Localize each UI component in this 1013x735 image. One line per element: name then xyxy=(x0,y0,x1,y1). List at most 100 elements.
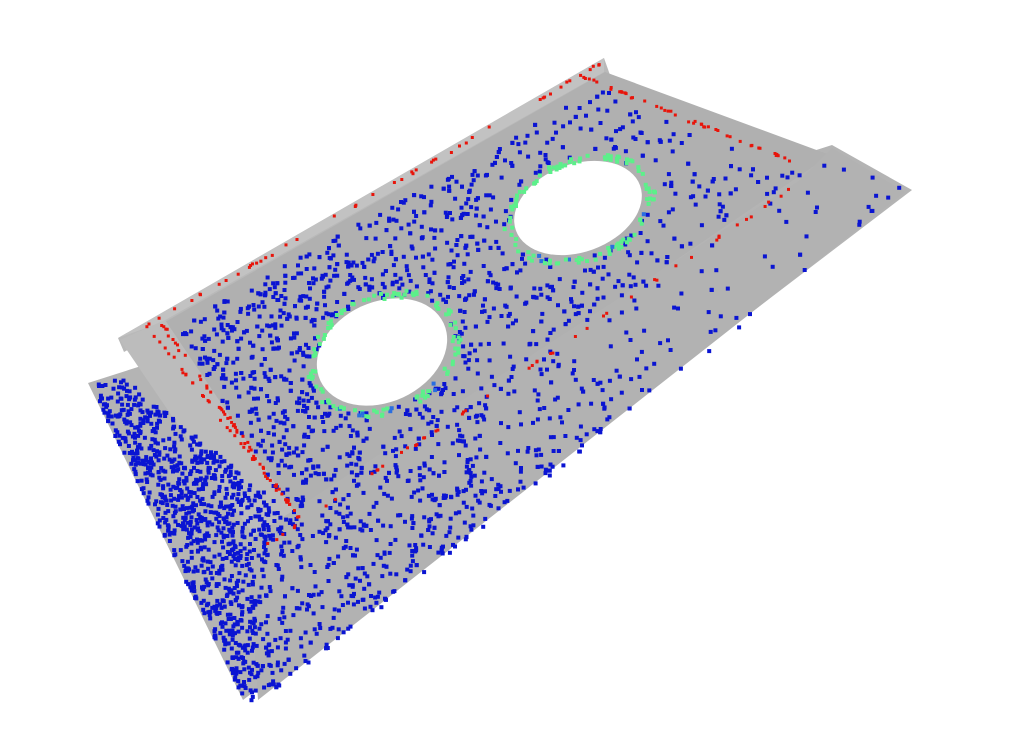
surface-point xyxy=(149,465,154,470)
surface-point xyxy=(213,304,218,309)
surface-point xyxy=(708,329,713,334)
rim-point xyxy=(311,354,316,359)
surface-point xyxy=(159,466,164,471)
surface-point xyxy=(580,443,584,448)
surface-point xyxy=(229,380,234,385)
surface-point xyxy=(239,336,244,341)
surface-point xyxy=(383,269,388,273)
edge-point xyxy=(774,154,778,157)
surface-point xyxy=(259,428,263,433)
surface-point xyxy=(212,540,217,545)
surface-point xyxy=(188,505,193,510)
surface-point xyxy=(250,407,255,412)
surface-point xyxy=(662,182,667,187)
surface-point xyxy=(332,607,337,612)
surface-point xyxy=(699,223,704,228)
surface-point xyxy=(802,268,807,272)
surface-point xyxy=(192,585,196,590)
surface-point xyxy=(230,525,235,530)
surface-point xyxy=(143,415,148,420)
surface-point xyxy=(269,340,274,345)
surface-point xyxy=(609,397,614,402)
surface-point xyxy=(361,522,366,527)
surface-point xyxy=(248,532,253,537)
surface-point xyxy=(167,457,172,462)
surface-point xyxy=(362,606,367,611)
surface-point xyxy=(187,531,191,536)
surface-point xyxy=(354,473,359,478)
surface-point xyxy=(157,452,162,457)
surface-point xyxy=(509,197,514,202)
surface-point xyxy=(477,500,482,505)
surface-point xyxy=(223,376,228,381)
surface-point xyxy=(227,527,232,532)
surface-point xyxy=(208,590,213,595)
rim-point xyxy=(372,293,377,298)
surface-point xyxy=(225,405,230,410)
edge-point xyxy=(585,326,589,330)
surface-point xyxy=(497,147,502,151)
surface-point xyxy=(443,495,448,500)
surface-point xyxy=(523,140,528,145)
surface-point xyxy=(313,277,318,282)
surface-point xyxy=(248,516,253,520)
surface-point xyxy=(373,595,378,600)
surface-point xyxy=(592,302,597,307)
surface-point xyxy=(263,547,268,552)
surface-point xyxy=(417,473,422,478)
surface-point xyxy=(273,375,278,380)
surface-point xyxy=(217,520,222,525)
surface-point xyxy=(324,642,329,647)
surface-point xyxy=(336,627,341,632)
surface-point xyxy=(243,494,247,498)
surface-point xyxy=(391,589,396,594)
surface-point xyxy=(192,465,196,470)
surface-point xyxy=(431,415,436,419)
surface-point xyxy=(548,435,553,440)
surface-point xyxy=(380,272,385,277)
surface-point xyxy=(484,406,489,411)
surface-point xyxy=(238,309,243,314)
surface-point xyxy=(273,325,278,330)
rim-point xyxy=(338,405,343,410)
surface-point xyxy=(566,318,571,323)
surface-point xyxy=(420,254,425,259)
surface-point xyxy=(367,287,372,292)
edge-point xyxy=(202,394,205,398)
surface-point xyxy=(169,465,174,470)
surface-point xyxy=(112,378,117,383)
surface-point xyxy=(418,478,423,483)
surface-point xyxy=(236,486,241,491)
surface-point xyxy=(260,300,265,305)
surface-point xyxy=(431,471,436,476)
surface-point xyxy=(320,447,325,452)
surface-point xyxy=(751,167,755,172)
surface-point xyxy=(228,600,233,605)
surface-point xyxy=(411,521,416,526)
surface-point xyxy=(595,381,600,386)
surface-point xyxy=(240,625,245,630)
surface-point xyxy=(267,585,272,589)
surface-point xyxy=(395,468,399,473)
edge-point xyxy=(530,364,534,367)
surface-point xyxy=(378,212,383,217)
surface-point xyxy=(408,231,413,236)
surface-point xyxy=(145,470,150,475)
surface-point xyxy=(235,595,240,600)
surface-point xyxy=(203,577,208,582)
surface-point xyxy=(457,428,462,433)
rim-point xyxy=(414,289,419,294)
surface-point xyxy=(257,626,262,631)
surface-point xyxy=(414,407,419,412)
edge-point xyxy=(767,200,771,204)
surface-point xyxy=(374,220,379,225)
surface-point xyxy=(240,612,244,617)
surface-point xyxy=(502,222,507,227)
surface-point xyxy=(259,668,264,673)
surface-point xyxy=(430,257,435,262)
rim-point xyxy=(425,394,430,398)
surface-point xyxy=(326,312,331,317)
surface-point xyxy=(133,435,137,440)
surface-point xyxy=(670,207,675,212)
